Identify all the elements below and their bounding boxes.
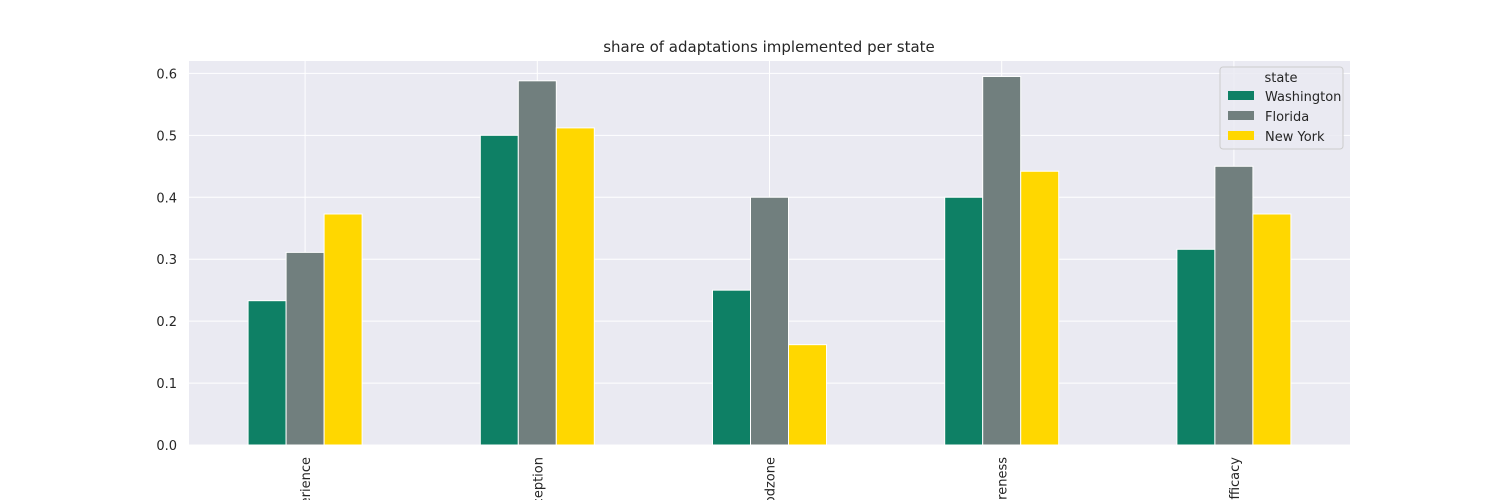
bar-florida <box>517 80 557 446</box>
x-tick-label: ception <box>531 457 546 500</box>
y-tick-label: 0.2 <box>156 315 177 330</box>
y-tick-label: 0.6 <box>156 67 177 82</box>
chart-title: share of adaptations implemented per sta… <box>603 38 935 56</box>
bars-group <box>247 75 1292 446</box>
bar-new-york <box>788 344 827 446</box>
y-axis-ticks: 0.0 0.1 0.2 0.3 0.4 0.5 0.6 <box>156 67 177 454</box>
bar-florida <box>285 251 325 446</box>
x-tick-label: erience <box>299 457 314 500</box>
bar-washington <box>1176 248 1216 446</box>
bar-new-york <box>1252 213 1292 446</box>
x-tick-label: odzone <box>764 457 779 500</box>
legend-label: Washington <box>1265 90 1341 105</box>
bar-florida <box>750 196 789 446</box>
y-tick-label: 0.0 <box>156 439 177 454</box>
x-axis-ticks: erience ception odzone areness efficacy <box>299 457 1243 500</box>
x-tick-label: efficacy <box>1228 457 1243 500</box>
legend-label: Florida <box>1265 110 1309 125</box>
x-tick-label: areness <box>996 457 1011 500</box>
bar-florida <box>1214 165 1254 446</box>
y-tick-label: 0.1 <box>156 377 177 392</box>
legend-title: state <box>1265 71 1298 86</box>
y-tick-label: 0.5 <box>156 129 177 144</box>
bar-new-york <box>323 213 363 446</box>
y-tick-label: 0.3 <box>156 253 177 268</box>
bar-new-york <box>555 127 595 446</box>
legend-swatch <box>1228 131 1254 140</box>
bar-new-york <box>1020 170 1060 446</box>
bar-washington <box>247 300 287 446</box>
legend: state Washington Florida New York <box>1219 66 1344 150</box>
legend-swatch <box>1228 111 1254 120</box>
bar-washington <box>479 134 519 446</box>
bar-washington <box>712 289 751 446</box>
bar-florida <box>982 75 1022 446</box>
legend-box <box>1219 66 1344 150</box>
bar-washington <box>944 196 984 446</box>
legend-label: New York <box>1265 130 1325 145</box>
legend-swatch <box>1228 91 1254 100</box>
y-tick-label: 0.4 <box>156 191 177 206</box>
